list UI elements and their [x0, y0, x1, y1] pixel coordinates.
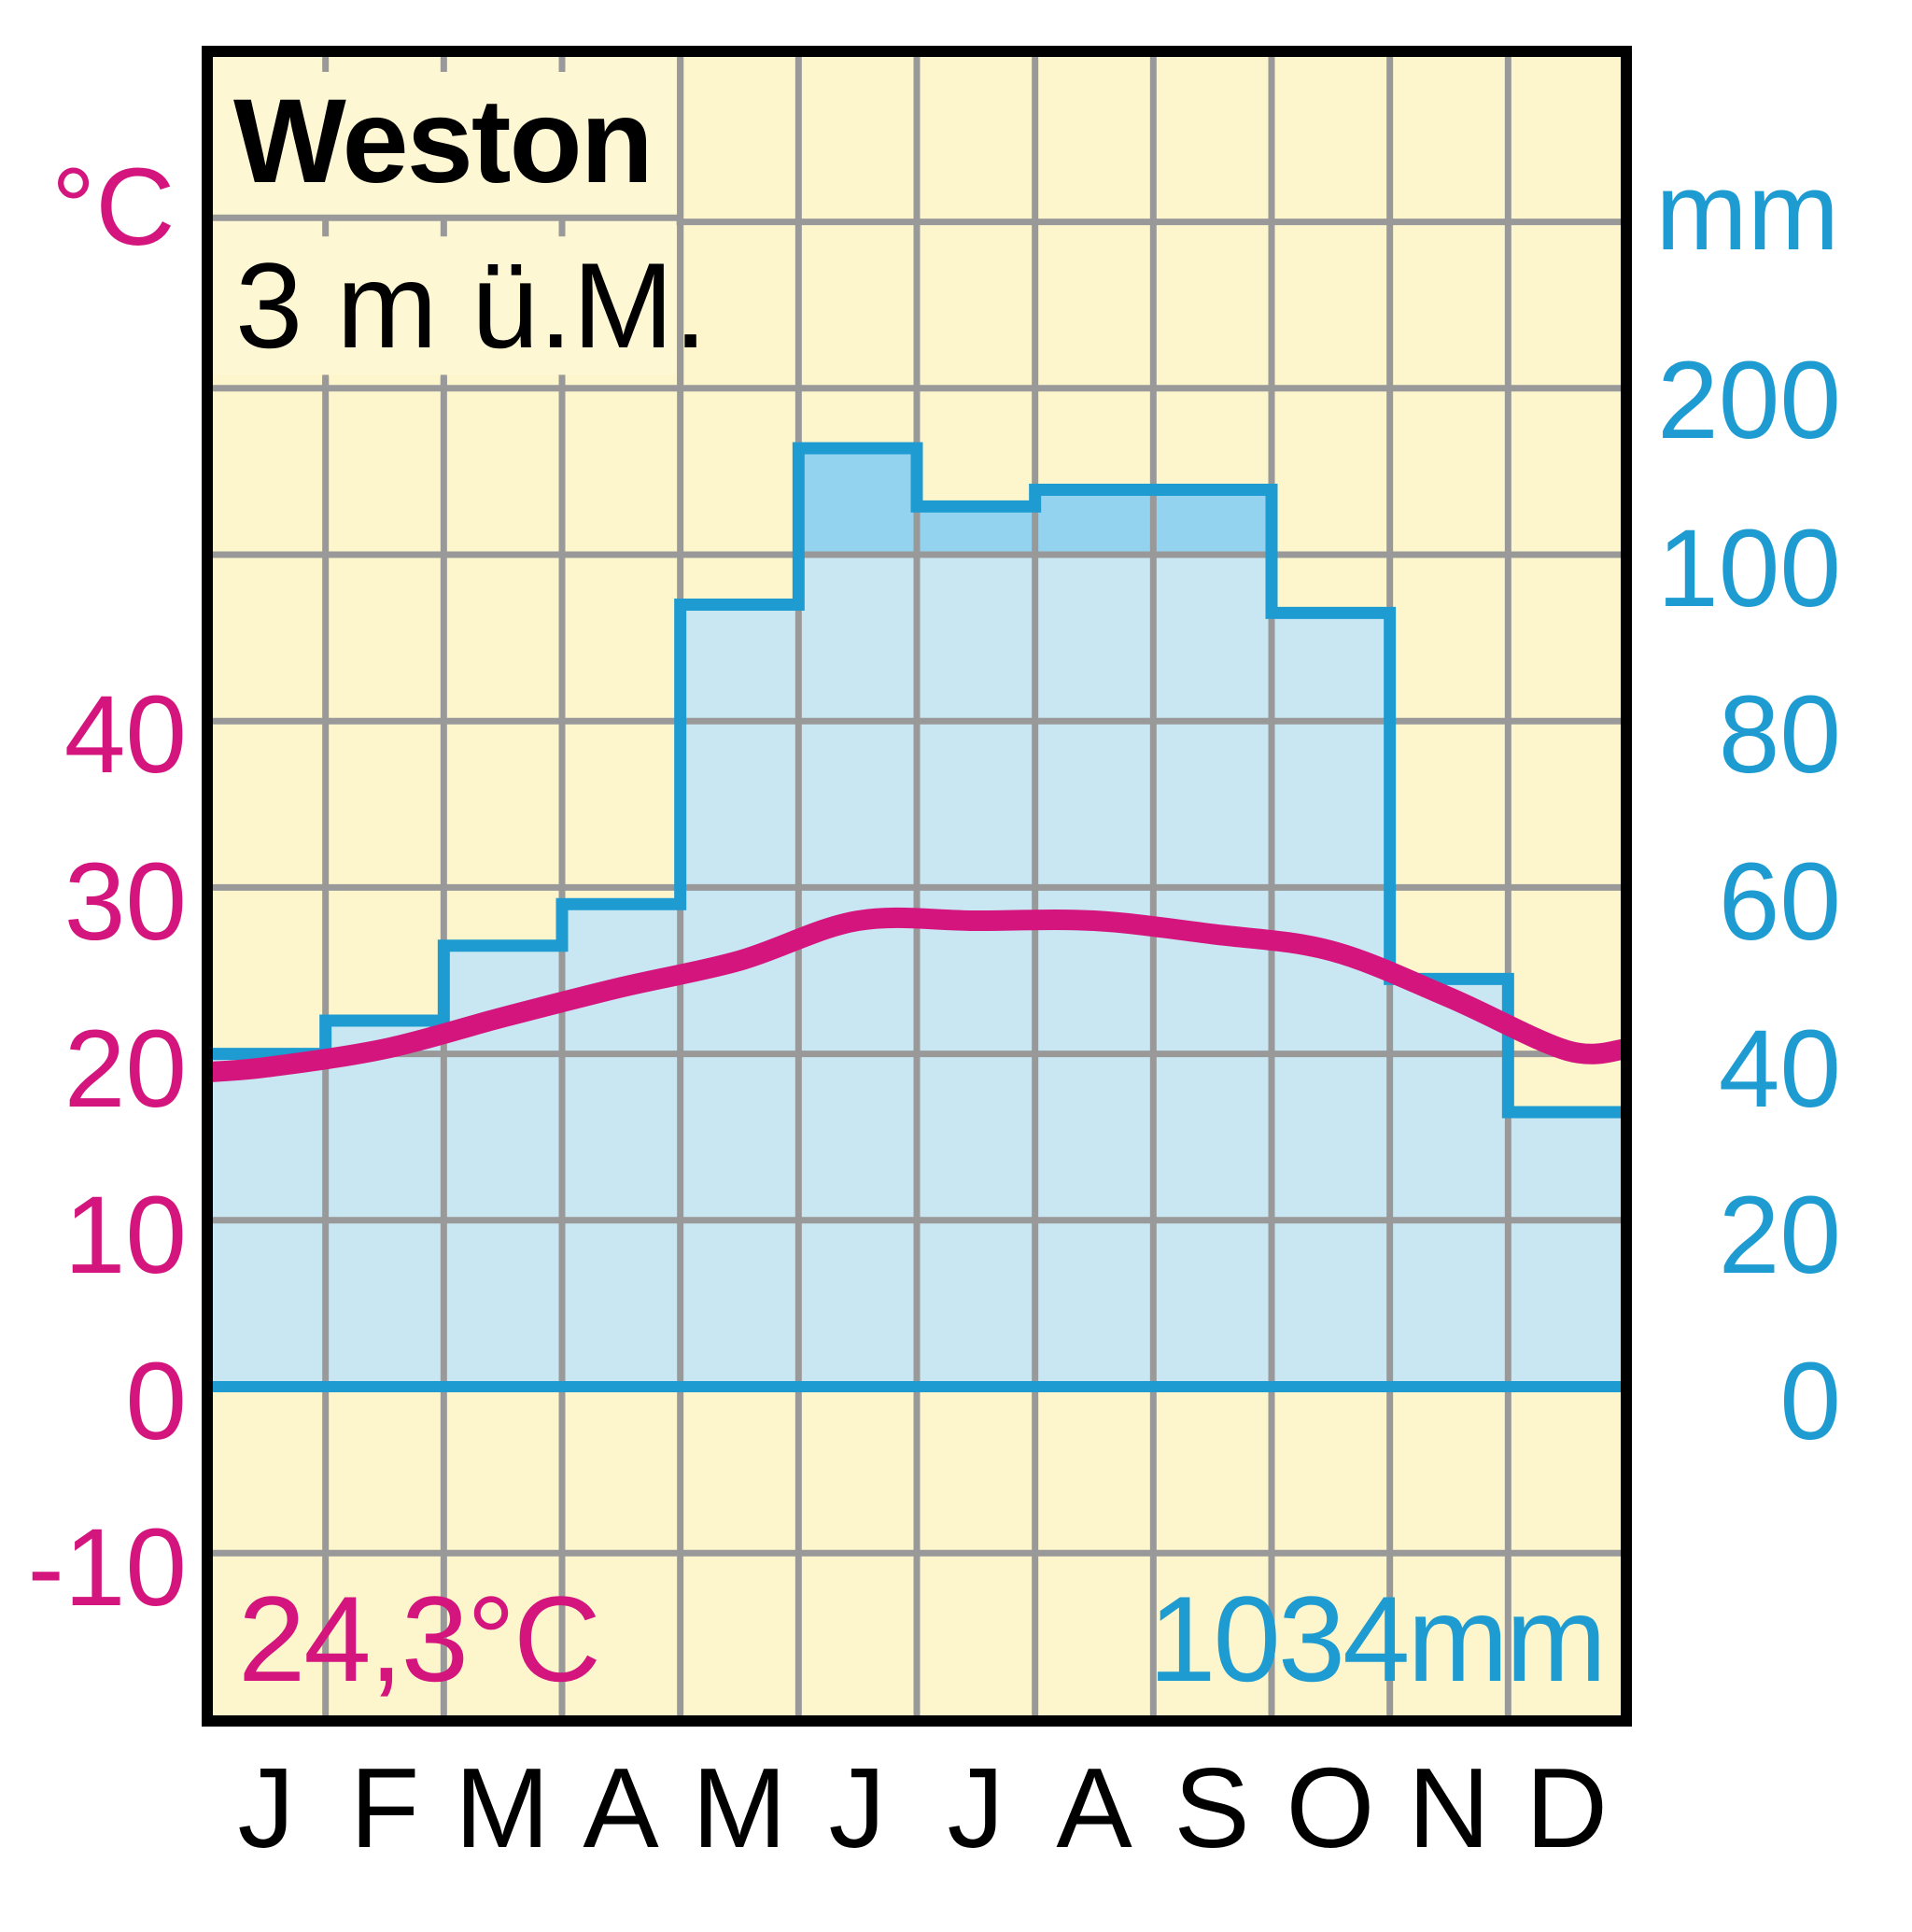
- temp-tick-minus-10: -10: [27, 1506, 187, 1629]
- precipitation-excess-area: [917, 506, 1035, 555]
- temp-tick-10: 10: [63, 1174, 187, 1297]
- annual-mean-temperature: 24,3°C: [238, 1571, 601, 1707]
- plot-border: [202, 46, 1632, 1727]
- station-elevation: 3 m ü.M.: [235, 237, 708, 374]
- temperature-line: [206, 907, 1628, 1083]
- precip-tick-200: 200: [1657, 339, 1841, 462]
- temperature-unit-label: °C: [51, 146, 176, 269]
- month-label: O: [1286, 1744, 1375, 1871]
- month-label: S: [1174, 1744, 1250, 1871]
- temp-tick-40: 40: [63, 673, 187, 797]
- month-label: F: [349, 1744, 420, 1871]
- month-label: D: [1525, 1744, 1609, 1871]
- month-label: A: [1056, 1744, 1132, 1871]
- month-label: A: [583, 1744, 659, 1871]
- precip-tick-80: 80: [1718, 673, 1841, 797]
- month-label: N: [1407, 1744, 1491, 1871]
- month-label: M: [455, 1744, 550, 1871]
- temp-tick-30: 30: [63, 840, 187, 964]
- precipitation-step-line: [213, 442, 1626, 1119]
- annual-precipitation: 1034mm: [1148, 1571, 1607, 1707]
- temp-tick-20: 20: [63, 1008, 187, 1131]
- precip-tick-0: 0: [1779, 1340, 1841, 1463]
- precip-tick-40: 40: [1718, 1008, 1841, 1131]
- precipitation-unit-label: mm: [1655, 150, 1839, 274]
- precipitation-excess-area: [1153, 489, 1272, 555]
- precipitation-excess-area: [798, 447, 917, 555]
- precip-tick-60: 60: [1718, 840, 1841, 964]
- month-label: M: [692, 1744, 787, 1871]
- precipitation-excess-area: [1034, 489, 1154, 555]
- temp-tick-0: 0: [125, 1340, 187, 1463]
- month-label: J: [828, 1744, 886, 1871]
- station-name: Weston: [233, 75, 654, 208]
- precip-tick-100: 100: [1657, 507, 1841, 630]
- precip-tick-20: 20: [1718, 1174, 1841, 1297]
- month-label: J: [947, 1744, 1005, 1871]
- month-label: J: [237, 1744, 295, 1871]
